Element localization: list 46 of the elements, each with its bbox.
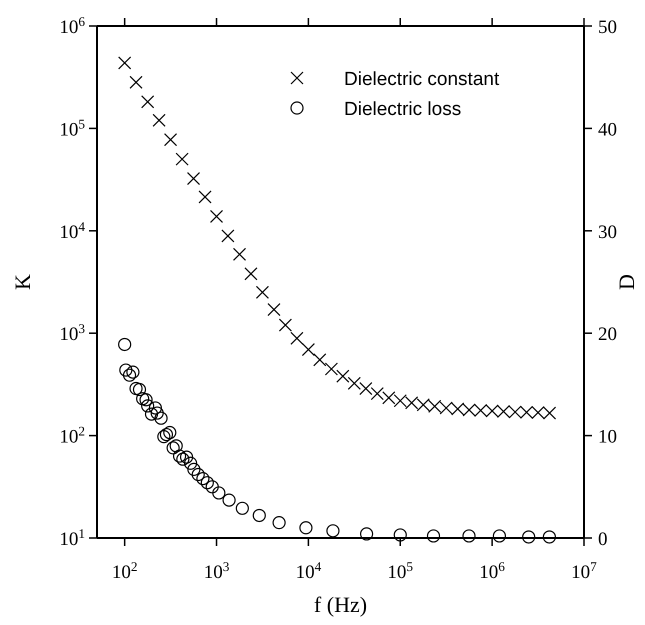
y2-tick-label: 50 — [598, 17, 617, 38]
point — [359, 382, 372, 396]
y2-tick-label: 10 — [598, 426, 617, 448]
point — [176, 152, 189, 166]
y-tick-label: 10$^{1}$ — [59, 526, 85, 550]
point — [336, 370, 350, 383]
y2-tick-label: 0 — [598, 529, 608, 550]
y-tick-label: 10$^{3}$ — [59, 320, 86, 346]
x-tick-label: 10$^{5}$ — [387, 558, 414, 583]
point — [118, 56, 132, 70]
y2-tick-label: 30 — [598, 222, 617, 243]
point — [267, 303, 281, 316]
y-axis-title: K — [10, 274, 35, 290]
point — [198, 190, 212, 204]
point — [221, 229, 234, 243]
x-axis-title: f (Hz) — [314, 592, 368, 617]
point — [370, 387, 384, 400]
point — [244, 267, 258, 280]
x-tick-label: 10$^{7}$ — [571, 558, 598, 583]
point — [302, 342, 315, 356]
y2-tick-label: 20 — [598, 324, 617, 346]
point — [313, 353, 326, 366]
point — [348, 376, 361, 390]
point — [290, 332, 304, 345]
x-tick-label: 10$^{6}$ — [479, 558, 506, 583]
x-tick-label: 10$^{4}$ — [296, 558, 322, 583]
y-tick-label: 10$^{6}$ — [59, 14, 86, 38]
point — [164, 133, 178, 146]
y2-axis-title: D — [614, 274, 639, 290]
y-tick-label: 10$^{4}$ — [59, 218, 86, 243]
point — [152, 114, 166, 127]
point — [324, 362, 338, 376]
legend-label: Dielectric constant — [344, 69, 500, 90]
point — [186, 172, 200, 186]
legend-label: Dielectric loss — [344, 99, 462, 120]
x-tick-label: 10$^{3}$ — [204, 558, 230, 583]
point — [129, 76, 143, 89]
x-tick-label: 10$^{2}$ — [112, 558, 138, 583]
y2-tick-label: 40 — [598, 119, 617, 140]
point — [278, 318, 292, 332]
point — [256, 286, 270, 299]
y-tick-label: 10$^{2}$ — [59, 423, 85, 448]
point — [232, 248, 246, 261]
point — [210, 210, 224, 224]
y-tick-label: 10$^{5}$ — [59, 116, 86, 140]
point — [141, 95, 154, 108]
